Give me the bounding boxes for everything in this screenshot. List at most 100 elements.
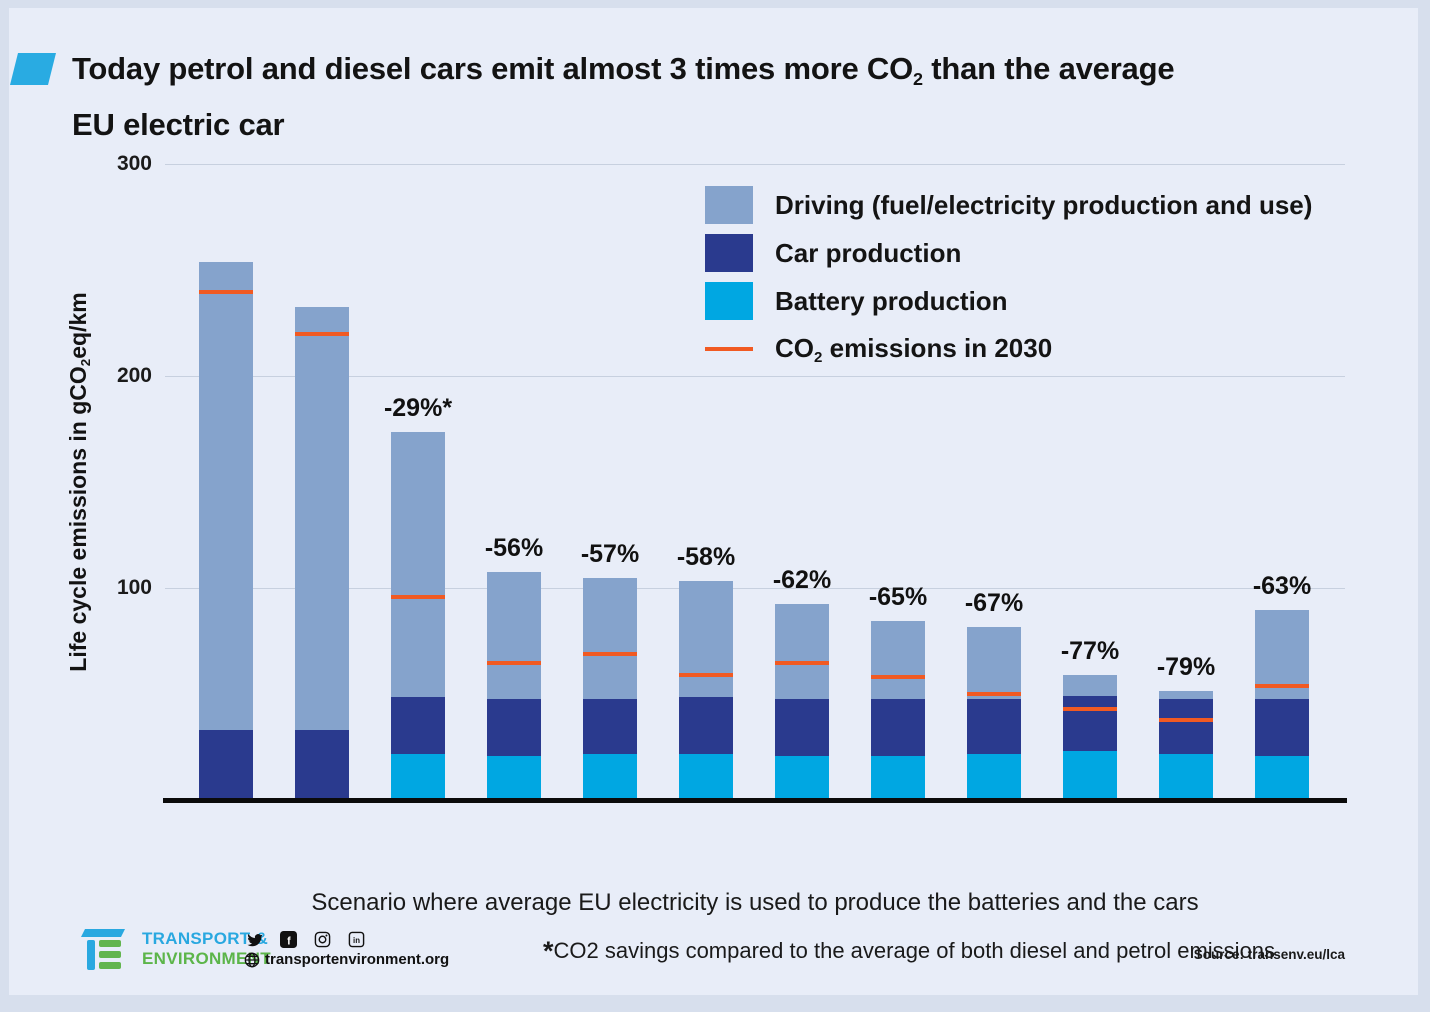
bar-poland-driving-segment bbox=[391, 432, 445, 697]
bar-poland-stack bbox=[391, 432, 445, 798]
y-tick-200: 200 bbox=[116, 363, 152, 387]
bar-italy-battery-segment bbox=[583, 754, 637, 798]
bar-poland-co2-2030-line bbox=[391, 595, 445, 599]
bar-italy-pct-label: -57% bbox=[580, 540, 640, 568]
bar-spain-co2-2030-line bbox=[967, 692, 1021, 696]
facebook-icon[interactable]: f bbox=[280, 931, 297, 953]
scenario-note: Scenario where average EU electricity is… bbox=[311, 889, 1199, 916]
y-axis-title: Life cycle emissions in gCO2eq/km bbox=[64, 292, 94, 672]
bar-spain-car-segment bbox=[967, 699, 1021, 754]
legend-item-car-production: Car production bbox=[705, 234, 1312, 272]
legend-label-car-production: Car production bbox=[775, 237, 962, 268]
linkedin-icon[interactable]: in bbox=[348, 931, 365, 953]
website-link[interactable]: transportenvironment.org bbox=[244, 951, 449, 968]
y-tick-300: 300 bbox=[116, 151, 152, 175]
bar-spain-battery-segment bbox=[967, 754, 1021, 798]
title-line2: EU electric car bbox=[72, 106, 285, 142]
bar-petrol-stack bbox=[199, 262, 253, 798]
bar-belgium-car-segment bbox=[871, 699, 925, 756]
bar-belgium-driving-segment bbox=[871, 621, 925, 699]
bar-italy-stack bbox=[583, 578, 637, 798]
bar-netherlands-stack bbox=[679, 581, 733, 798]
bar-diesel-car-segment bbox=[295, 730, 349, 798]
bar-germany-pct-label: -56% bbox=[484, 534, 544, 562]
bar-germany-battery-segment bbox=[487, 756, 541, 798]
bar-uk-stack bbox=[775, 604, 829, 798]
bar-uk-co2-2030-line bbox=[775, 661, 829, 665]
bar-belgium-pct-label: -65% bbox=[868, 583, 928, 611]
bar-netherlands-battery-segment bbox=[679, 754, 733, 798]
bar-sweden-battery-segment bbox=[1159, 754, 1213, 798]
te-logo-text: TRANSPORT & ENVIRONMENT bbox=[142, 929, 271, 969]
bar-uk-battery-segment bbox=[775, 756, 829, 798]
bar-france-battery-segment bbox=[1063, 751, 1117, 798]
legend: Driving (fuel/electricity production and… bbox=[705, 186, 1312, 378]
footnote-asterisk: * bbox=[543, 936, 554, 966]
bar-eu-27-co2-2030-line bbox=[1255, 684, 1309, 688]
bar-germany-car-segment bbox=[487, 699, 541, 756]
website-url[interactable]: transportenvironment.org bbox=[265, 951, 450, 968]
bar-italy-driving-segment bbox=[583, 578, 637, 699]
instagram-icon[interactable] bbox=[314, 931, 331, 953]
bar-sweden-car-segment bbox=[1159, 699, 1213, 754]
bar-germany-co2-2030-line bbox=[487, 661, 541, 665]
te-logo: TRANSPORT & ENVIRONMENT bbox=[78, 929, 271, 971]
legend-label-battery-production: Battery production bbox=[775, 285, 1008, 316]
legend-line-co2-emissions-in-2030 bbox=[705, 330, 753, 368]
bar-poland-battery-segment bbox=[391, 754, 445, 798]
bar-diesel-co2-2030-line bbox=[295, 332, 349, 336]
source-text: Source: transenv.eu/lca bbox=[1193, 947, 1345, 962]
logo-line-environment: ENVIRONMENT bbox=[142, 949, 271, 968]
bar-petrol-co2-2030-line bbox=[199, 290, 253, 294]
bar-sweden-driving-segment bbox=[1159, 691, 1213, 699]
bar-netherlands-car-segment bbox=[679, 697, 733, 754]
gridline-200 bbox=[165, 376, 1345, 377]
bar-sweden-co2-2030-line bbox=[1159, 718, 1213, 722]
bar-eu-27-battery-segment bbox=[1255, 756, 1309, 798]
twitter-icon[interactable] bbox=[246, 931, 263, 953]
title-accent-icon bbox=[10, 53, 56, 85]
bar-france-car-segment bbox=[1063, 696, 1117, 751]
bar-germany-driving-segment bbox=[487, 572, 541, 699]
bar-uk-driving-segment bbox=[775, 604, 829, 699]
y-tick-100: 100 bbox=[116, 575, 152, 599]
bar-france-pct-label: -77% bbox=[1060, 637, 1120, 665]
x-axis-line bbox=[163, 798, 1347, 803]
bar-eu-27-pct-label: -63% bbox=[1252, 572, 1312, 600]
legend-item-battery-production: Battery production bbox=[705, 282, 1312, 320]
bar-belgium-battery-segment bbox=[871, 756, 925, 798]
bar-italy-car-segment bbox=[583, 699, 637, 754]
bar-spain-driving-segment bbox=[967, 627, 1021, 699]
svg-text:in: in bbox=[353, 936, 360, 945]
plot-area: PPetrolDDiesel-29%*Poland-56%Germany-57%… bbox=[165, 163, 1345, 798]
bar-uk-car-segment bbox=[775, 699, 829, 756]
bar-belgium-co2-2030-line bbox=[871, 675, 925, 679]
gridline-300 bbox=[165, 164, 1345, 165]
social-icons: f in bbox=[246, 931, 365, 953]
bar-uk-pct-label: -62% bbox=[772, 566, 832, 594]
legend-swatch-battery-production bbox=[705, 282, 753, 320]
bar-diesel-driving-segment bbox=[295, 307, 349, 730]
bar-spain-stack bbox=[967, 627, 1021, 798]
bar-poland-pct-label: -29%* bbox=[383, 394, 453, 422]
bar-netherlands-pct-label: -58% bbox=[676, 543, 736, 571]
bar-france-driving-segment bbox=[1063, 675, 1117, 696]
bar-diesel-stack bbox=[295, 307, 349, 798]
footnote: *CO2 savings compared to the average of … bbox=[543, 936, 1276, 966]
gridline-100 bbox=[165, 588, 1345, 589]
legend-item-driving-fuel-electricity-production-and-use: Driving (fuel/electricity production and… bbox=[705, 186, 1312, 224]
title-line1: Today petrol and diesel cars emit almost… bbox=[72, 51, 1175, 89]
bar-france-co2-2030-line bbox=[1063, 707, 1117, 711]
legend-swatch-car-production bbox=[705, 234, 753, 272]
bar-eu-27-car-segment bbox=[1255, 699, 1309, 756]
bar-germany-stack bbox=[487, 572, 541, 798]
bar-sweden-stack bbox=[1159, 691, 1213, 798]
logo-line-transport: TRANSPORT & bbox=[142, 929, 269, 948]
page-title: Today petrol and diesel cars emit almost… bbox=[72, 46, 1407, 147]
bar-italy-co2-2030-line bbox=[583, 652, 637, 656]
bar-sweden-pct-label: -79% bbox=[1156, 653, 1216, 681]
bar-petrol-car-segment bbox=[199, 730, 253, 798]
bar-poland-car-segment bbox=[391, 697, 445, 754]
bar-netherlands-driving-segment bbox=[679, 581, 733, 697]
